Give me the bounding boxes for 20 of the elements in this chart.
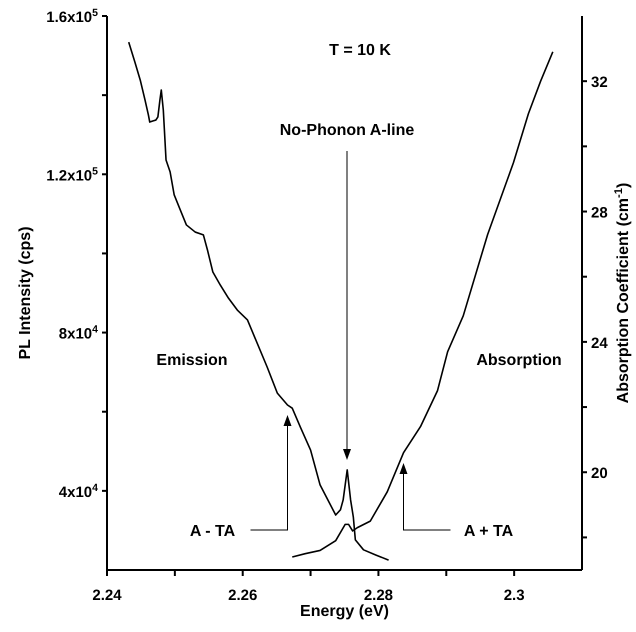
- series-label: Emission: [156, 352, 228, 369]
- x-tick-label: 2.28: [364, 587, 394, 604]
- x-tick-label: 2.3: [504, 587, 525, 604]
- y-tick-label: 1.2x10$^{5}$: [46, 165, 98, 184]
- y2-tick-label: 32: [591, 74, 608, 92]
- annotation: A + TA: [464, 523, 514, 540]
- y2-tick-label: 20: [591, 465, 608, 482]
- x-axis-title: Energy (eV): [300, 603, 389, 620]
- y-axis-title: PL Intensity (cps): [17, 226, 34, 360]
- series-label: Absorption: [476, 352, 562, 369]
- x-tick-label: 2.24: [92, 587, 122, 604]
- annotation: T = 10 K: [329, 42, 392, 59]
- y-tick-label: 4x10$^{4}$: [58, 482, 98, 501]
- y-tick-label: 1.6x10$^{5}$: [46, 7, 98, 26]
- annotation: A - TA: [190, 523, 236, 540]
- annotation: No-Phonon A-line: [280, 122, 414, 139]
- y-tick-label: 8x10$^{4}$: [58, 324, 98, 343]
- x-tick-label: 2.26: [228, 587, 258, 604]
- y2-tick-label: 28: [591, 204, 608, 222]
- y2-tick-label: 24: [591, 334, 608, 352]
